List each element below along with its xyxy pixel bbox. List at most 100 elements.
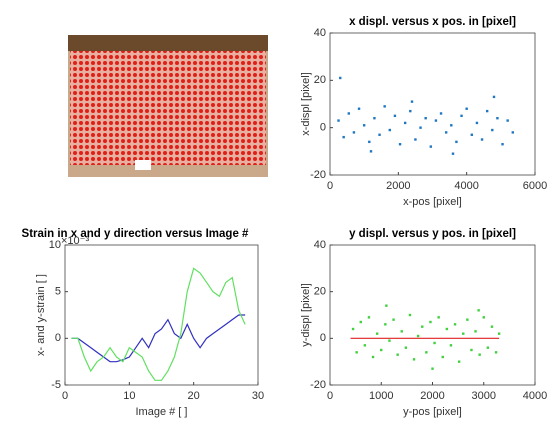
point (431, 367, 434, 370)
point (441, 355, 444, 359)
point (491, 128, 494, 132)
point (492, 95, 496, 99)
series-line (71, 267, 246, 381)
y-tick-label: -5 (51, 379, 61, 391)
x-tick-label: 1000 (369, 390, 393, 402)
point (424, 117, 427, 120)
point (351, 327, 355, 331)
point (410, 100, 414, 103)
point (511, 131, 514, 134)
point (398, 143, 402, 146)
y-tick-label: 20 (314, 286, 326, 298)
point (470, 348, 473, 352)
point (367, 316, 371, 319)
y-tick-label: -20 (310, 169, 326, 181)
point (482, 316, 485, 319)
y-tick-label: 40 (314, 27, 326, 39)
x-tick-label: 4000 (454, 180, 478, 192)
point (434, 119, 438, 122)
x-tick-label: 4000 (523, 390, 547, 402)
point (465, 107, 468, 110)
point (368, 140, 371, 144)
point (449, 344, 453, 347)
x-tick-label: 20 (188, 390, 200, 402)
y-tick-label: 0 (320, 332, 326, 344)
point (477, 309, 480, 312)
point (462, 332, 465, 335)
point (490, 325, 494, 328)
point (485, 109, 489, 113)
y-axis-label: x-displ [pixel] (300, 72, 312, 136)
point (445, 327, 449, 331)
point (388, 128, 391, 132)
point (337, 119, 340, 122)
point (460, 114, 463, 118)
specimen-image (68, 35, 268, 177)
point (409, 109, 412, 113)
point (404, 346, 408, 349)
x-tick-label: 0 (62, 390, 68, 402)
series-line (71, 314, 246, 363)
point (378, 133, 381, 136)
chart-title: x displ. versus x pos. in [pixel] (349, 16, 516, 28)
point (494, 351, 498, 354)
x-axis-label: Image # [ ] (136, 406, 188, 418)
point (419, 126, 422, 129)
point (439, 112, 443, 115)
x-tick-label: 2000 (386, 180, 410, 192)
axes (329, 244, 536, 386)
point (421, 325, 424, 328)
point (444, 131, 448, 134)
point (400, 330, 403, 333)
point (383, 105, 386, 108)
x-tick-label: 10 (123, 390, 135, 402)
x-tick-label: 0 (327, 180, 333, 192)
x-tick-label: 0 (327, 390, 333, 402)
chart-title: y displ. versus y pos. in [pixel] (349, 228, 516, 240)
point (416, 334, 420, 338)
point (501, 143, 504, 146)
point (408, 313, 412, 317)
point (403, 121, 407, 125)
point (363, 344, 367, 347)
point (359, 320, 362, 324)
point (384, 323, 387, 326)
point (352, 131, 356, 134)
point (393, 114, 397, 118)
point (470, 133, 473, 136)
point (373, 117, 376, 120)
point (474, 330, 477, 333)
point (371, 355, 375, 359)
point (453, 323, 457, 326)
y-tick-label: 40 (314, 239, 326, 251)
point (455, 140, 458, 144)
axes (329, 32, 536, 176)
point (451, 152, 455, 155)
y-tick-label: 10 (49, 239, 61, 251)
y-multiplier: ×10⁻³ (61, 235, 89, 247)
point (506, 119, 509, 122)
point (357, 107, 361, 110)
point (496, 117, 499, 120)
point (429, 320, 432, 324)
point (412, 358, 416, 361)
point (466, 318, 469, 321)
point (450, 124, 453, 127)
point (339, 76, 342, 80)
point (433, 341, 436, 345)
chart-title: Strain in x and y direction versus Image… (22, 228, 249, 240)
point (380, 348, 383, 352)
x-tick-label: 30 (252, 390, 264, 402)
point (414, 138, 417, 141)
point (392, 318, 395, 321)
y-axis-label: y-displ [pixel] (300, 283, 312, 347)
point (425, 351, 428, 354)
point (355, 351, 358, 354)
y-tick-label: -20 (310, 379, 326, 391)
y-tick-label: 5 (55, 286, 61, 298)
point (369, 150, 373, 153)
axes (64, 244, 259, 386)
point (475, 121, 479, 125)
point (342, 135, 345, 139)
x-tick-label: 2000 (420, 390, 444, 402)
